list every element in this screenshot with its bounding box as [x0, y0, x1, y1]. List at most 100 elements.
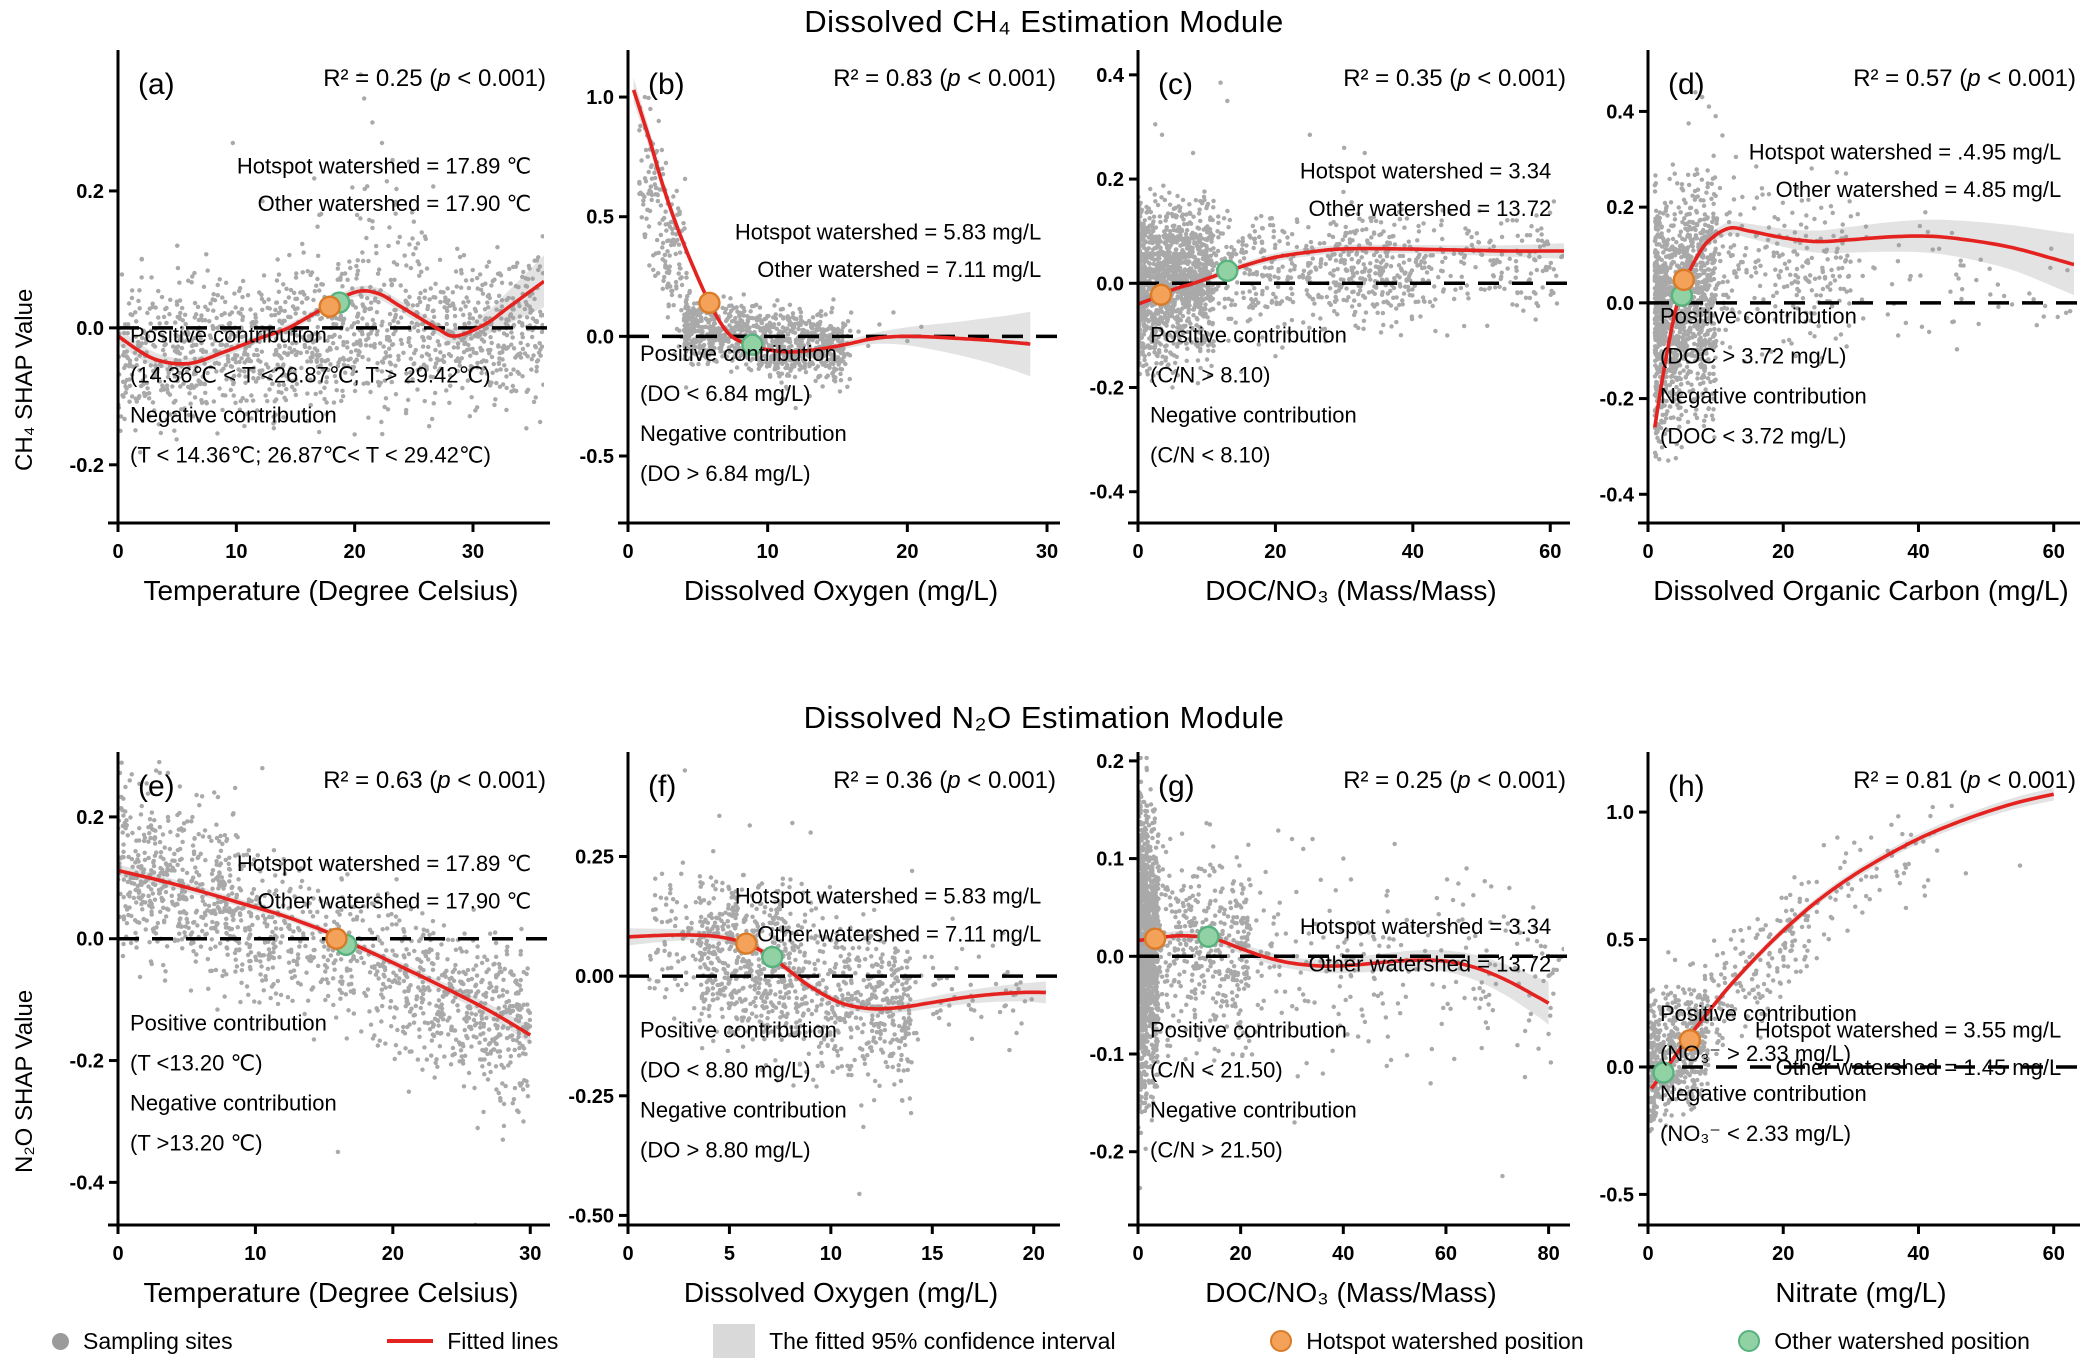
- x-tick-label: 30: [462, 541, 484, 563]
- contribution-text: (NO₃⁻ > 2.33 mg/L): [1660, 1041, 1851, 1066]
- contribution-text: Positive contribution: [130, 322, 327, 347]
- contribution-text: Positive contribution: [1150, 322, 1347, 347]
- panel-b: 1.0 0.5 0.0 -0.5 0 10 20 30 (b) R² = 0.83 (p < 0.…: [564, 46, 1066, 618]
- x-tick-label: 40: [1907, 1243, 1929, 1265]
- other-annotation: Other watershed = 4.85 mg/L: [1776, 177, 2062, 202]
- x-tick-label: 20: [344, 541, 366, 563]
- panel-svg: 0.4 0.2 0.0 -0.2 -0.4 0 20 40 60 (c) R² = 0.35 (p …: [1090, 50, 1570, 606]
- contribution-text: (C/N < 8.10): [1150, 442, 1270, 467]
- contribution-text: Positive contribution: [1660, 304, 1857, 329]
- y-tick-label: 0.0: [586, 326, 614, 348]
- y-tick-label: 0.2: [1096, 169, 1124, 191]
- hotspot-annotation: Hotspot watershed = .4.95 mg/L: [1749, 140, 2061, 165]
- sampling-sites-marker-icon: [52, 1332, 69, 1350]
- x-tick-label: 60: [2043, 541, 2065, 563]
- other-annotation: Other watershed = 1.45 mg/L: [1776, 1055, 2062, 1080]
- x-tick-label: 20: [382, 1243, 404, 1265]
- contribution-text: (C/N > 21.50): [1150, 1137, 1283, 1162]
- contribution-text: Negative contribution: [1660, 384, 1867, 409]
- hotspot-annotation: Hotspot watershed = 3.34: [1300, 914, 1551, 939]
- x-axis-label: DOC/NO₃ (Mass/Mass): [1205, 1277, 1496, 1308]
- x-tick-label: 40: [1332, 1243, 1354, 1265]
- panel-f: 0.25 0.00 -0.25 -0.50 0 5 10 15 20 (f) R² = 0.36 (…: [564, 748, 1066, 1320]
- x-axis-label: Dissolved Oxygen (mg/L): [684, 575, 998, 606]
- y-tick-label: 0.0: [1096, 273, 1124, 295]
- y-tick-label: 0.5: [586, 207, 614, 229]
- hotspot-marker: [318, 295, 341, 318]
- hotspot-marker-icon: [1270, 1330, 1293, 1352]
- hotspot-marker: [698, 291, 721, 315]
- hotspot-marker: [1149, 283, 1173, 306]
- hotspot-annotation: Hotspot watershed = 5.83 mg/L: [735, 219, 1041, 244]
- contribution-text: Negative contribution: [1150, 402, 1357, 427]
- sampling-points: [647, 768, 1034, 1197]
- r2-annotation: R² = 0.25 (p < 0.001): [323, 65, 546, 92]
- x-tick-label: 20: [1772, 541, 1794, 563]
- y-tick-label: 0.0: [1096, 946, 1124, 968]
- legend-item-confidence-interval: The fitted 95% confidence interval: [713, 1324, 1116, 1358]
- hotspot-marker: [1143, 927, 1167, 950]
- contribution-text: (14.36℃ < T <26.87℃; T > 29.42℃): [130, 362, 491, 387]
- contribution-text: (DO < 6.84 mg/L): [640, 381, 811, 406]
- y-tick-label: 1.0: [586, 87, 614, 109]
- hotspot-annotation: Hotspot watershed = 17.89 ℃: [237, 154, 531, 179]
- contribution-text: Positive contribution: [1150, 1017, 1347, 1042]
- y-axis-label-n2o: N₂O SHAP Value: [11, 989, 38, 1174]
- other-marker: [1197, 925, 1220, 948]
- contribution-text: (T <13.20 ℃): [130, 1050, 263, 1075]
- fitted-line: [118, 279, 544, 366]
- y-tick-label: -0.2: [1090, 378, 1124, 400]
- other-marker: [1652, 1061, 1675, 1084]
- y-tick-label: 0.2: [76, 181, 104, 203]
- panel-svg: 0.4 0.2 0.0 -0.2 -0.4 0 20 40 60 (d) R² = 0.57 (p …: [1600, 50, 2080, 606]
- panel-svg: 0.2 0.0 -0.2 -0.4 0 10 20 30 (e) R² = 0.63 (p < 0…: [70, 752, 550, 1308]
- y-tick-label: 0.5: [1606, 930, 1634, 952]
- contribution-text: (NO₃⁻ < 2.33 mg/L): [1660, 1121, 1851, 1146]
- y-tick-label: 0.2: [76, 807, 104, 829]
- fitted-line: [628, 933, 1046, 1011]
- fitted-line-marker-icon: [387, 1339, 434, 1343]
- x-tick-label: 10: [244, 1243, 266, 1265]
- hotspot-annotation: Hotspot watershed = 5.83 mg/L: [735, 884, 1041, 909]
- contribution-text: (T < 14.36℃; 26.87℃< T < 29.42℃): [130, 442, 491, 467]
- sampling-points: [1138, 80, 1564, 390]
- y-tick-label: 0.1: [1096, 849, 1124, 871]
- contribution-text: (DO > 6.84 mg/L): [640, 461, 811, 486]
- x-tick-label: 20: [1230, 1243, 1252, 1265]
- contribution-text: Positive contribution: [130, 1010, 327, 1035]
- contribution-text: (T >13.20 ℃): [130, 1130, 263, 1155]
- panel-label: (f): [648, 770, 676, 803]
- x-tick-label: 15: [921, 1243, 943, 1265]
- r2-annotation: R² = 0.63 (p < 0.001): [323, 767, 546, 794]
- x-tick-label: 80: [1537, 1243, 1559, 1265]
- fitted-line: [1138, 933, 1550, 1005]
- panel-c: 0.4 0.2 0.0 -0.2 -0.4 0 20 40 60 (c) R² = 0.35 (p …: [1074, 46, 1576, 618]
- other-annotation: Other watershed = 13.72: [1308, 952, 1551, 977]
- r2-annotation: R² = 0.57 (p < 0.001): [1853, 65, 2076, 92]
- hotspot-annotation: Hotspot watershed = 3.55 mg/L: [1755, 1017, 2061, 1042]
- x-tick-label: 10: [820, 1243, 842, 1265]
- panel-g: 0.2 0.1 0.0 -0.1 -0.2 0 20 40 60 80 (g) R² = 0.25 (…: [1074, 748, 1576, 1320]
- other-annotation: Other watershed = 7.11 mg/L: [757, 257, 1041, 282]
- hotspot-marker: [1672, 268, 1696, 292]
- module-row-n2o: N₂O SHAP Value 0.2 0.0 -0.2 -0.4 0 10 20 30 (e) R…: [4, 748, 2084, 1320]
- sampling-points: [1652, 78, 2073, 463]
- contribution-text: Positive contribution: [1660, 1001, 1857, 1026]
- panel-label: (c): [1158, 68, 1193, 101]
- legend-label: Other watershed position: [1774, 1327, 2030, 1354]
- confidence-band: [1138, 930, 1549, 1025]
- contribution-text: Positive contribution: [640, 341, 837, 366]
- other-marker: [761, 945, 784, 969]
- y-tick-label: 0.0: [1606, 1057, 1634, 1079]
- contribution-text: (DO > 8.80 mg/L): [640, 1137, 811, 1162]
- r2-annotation: R² = 0.35 (p < 0.001): [1343, 65, 1566, 92]
- y-tick-label: -0.5: [580, 446, 614, 468]
- contribution-text: (DO < 8.80 mg/L): [640, 1057, 811, 1082]
- panel-d: 0.4 0.2 0.0 -0.2 -0.4 0 20 40 60 (d) R² = 0.57 (p …: [1584, 46, 2086, 618]
- y-tick-label: 0.4: [1096, 65, 1125, 87]
- y-tick-label: 1.0: [1606, 802, 1634, 824]
- y-tick-label: 0.4: [1606, 101, 1635, 123]
- y-tick-label: 0.0: [76, 929, 104, 951]
- module-row-ch4: CH₄ SHAP Value 0.2 0.0 -0.2 0 10 20 30 (a) R² = …: [4, 46, 2084, 618]
